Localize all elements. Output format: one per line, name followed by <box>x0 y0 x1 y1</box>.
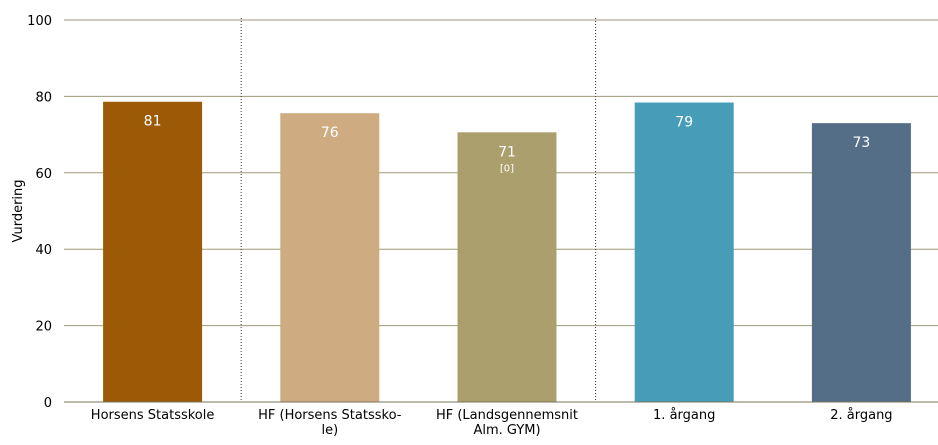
y-tick-label: 0 <box>44 396 52 411</box>
y-tick-label: 40 <box>35 243 52 258</box>
y-tick-label: 60 <box>35 167 52 182</box>
x-tick-label: 1. årgang <box>653 408 715 423</box>
bar-value-label: 73 <box>852 135 870 151</box>
bar-value-label: 79 <box>675 115 693 131</box>
x-tick-label: HF (Horsens Statssko- <box>258 408 402 423</box>
x-tick-label: 2. årgang <box>830 408 892 423</box>
bar-value-label: 71 <box>498 144 516 160</box>
x-tick-label: HF (Landsgennemsnit <box>436 408 578 423</box>
bar <box>811 123 911 402</box>
bar-sub-label: [0] <box>500 163 514 174</box>
bar <box>634 102 734 403</box>
x-tick-label: Horsens Statsskole <box>91 408 215 423</box>
bar <box>103 101 203 403</box>
y-tick-label: 80 <box>35 90 52 105</box>
x-tick-label: le) <box>321 423 338 438</box>
bar <box>457 132 557 403</box>
y-tick-label: 20 <box>35 320 52 335</box>
y-tick-label: 100 <box>27 14 52 29</box>
bar <box>280 113 380 402</box>
x-tick-label: Alm. GYM) <box>473 423 540 438</box>
y-axis-label: Vurdering <box>11 179 26 242</box>
bar-value-label: 81 <box>144 114 162 130</box>
bar-value-label: 76 <box>321 125 339 141</box>
